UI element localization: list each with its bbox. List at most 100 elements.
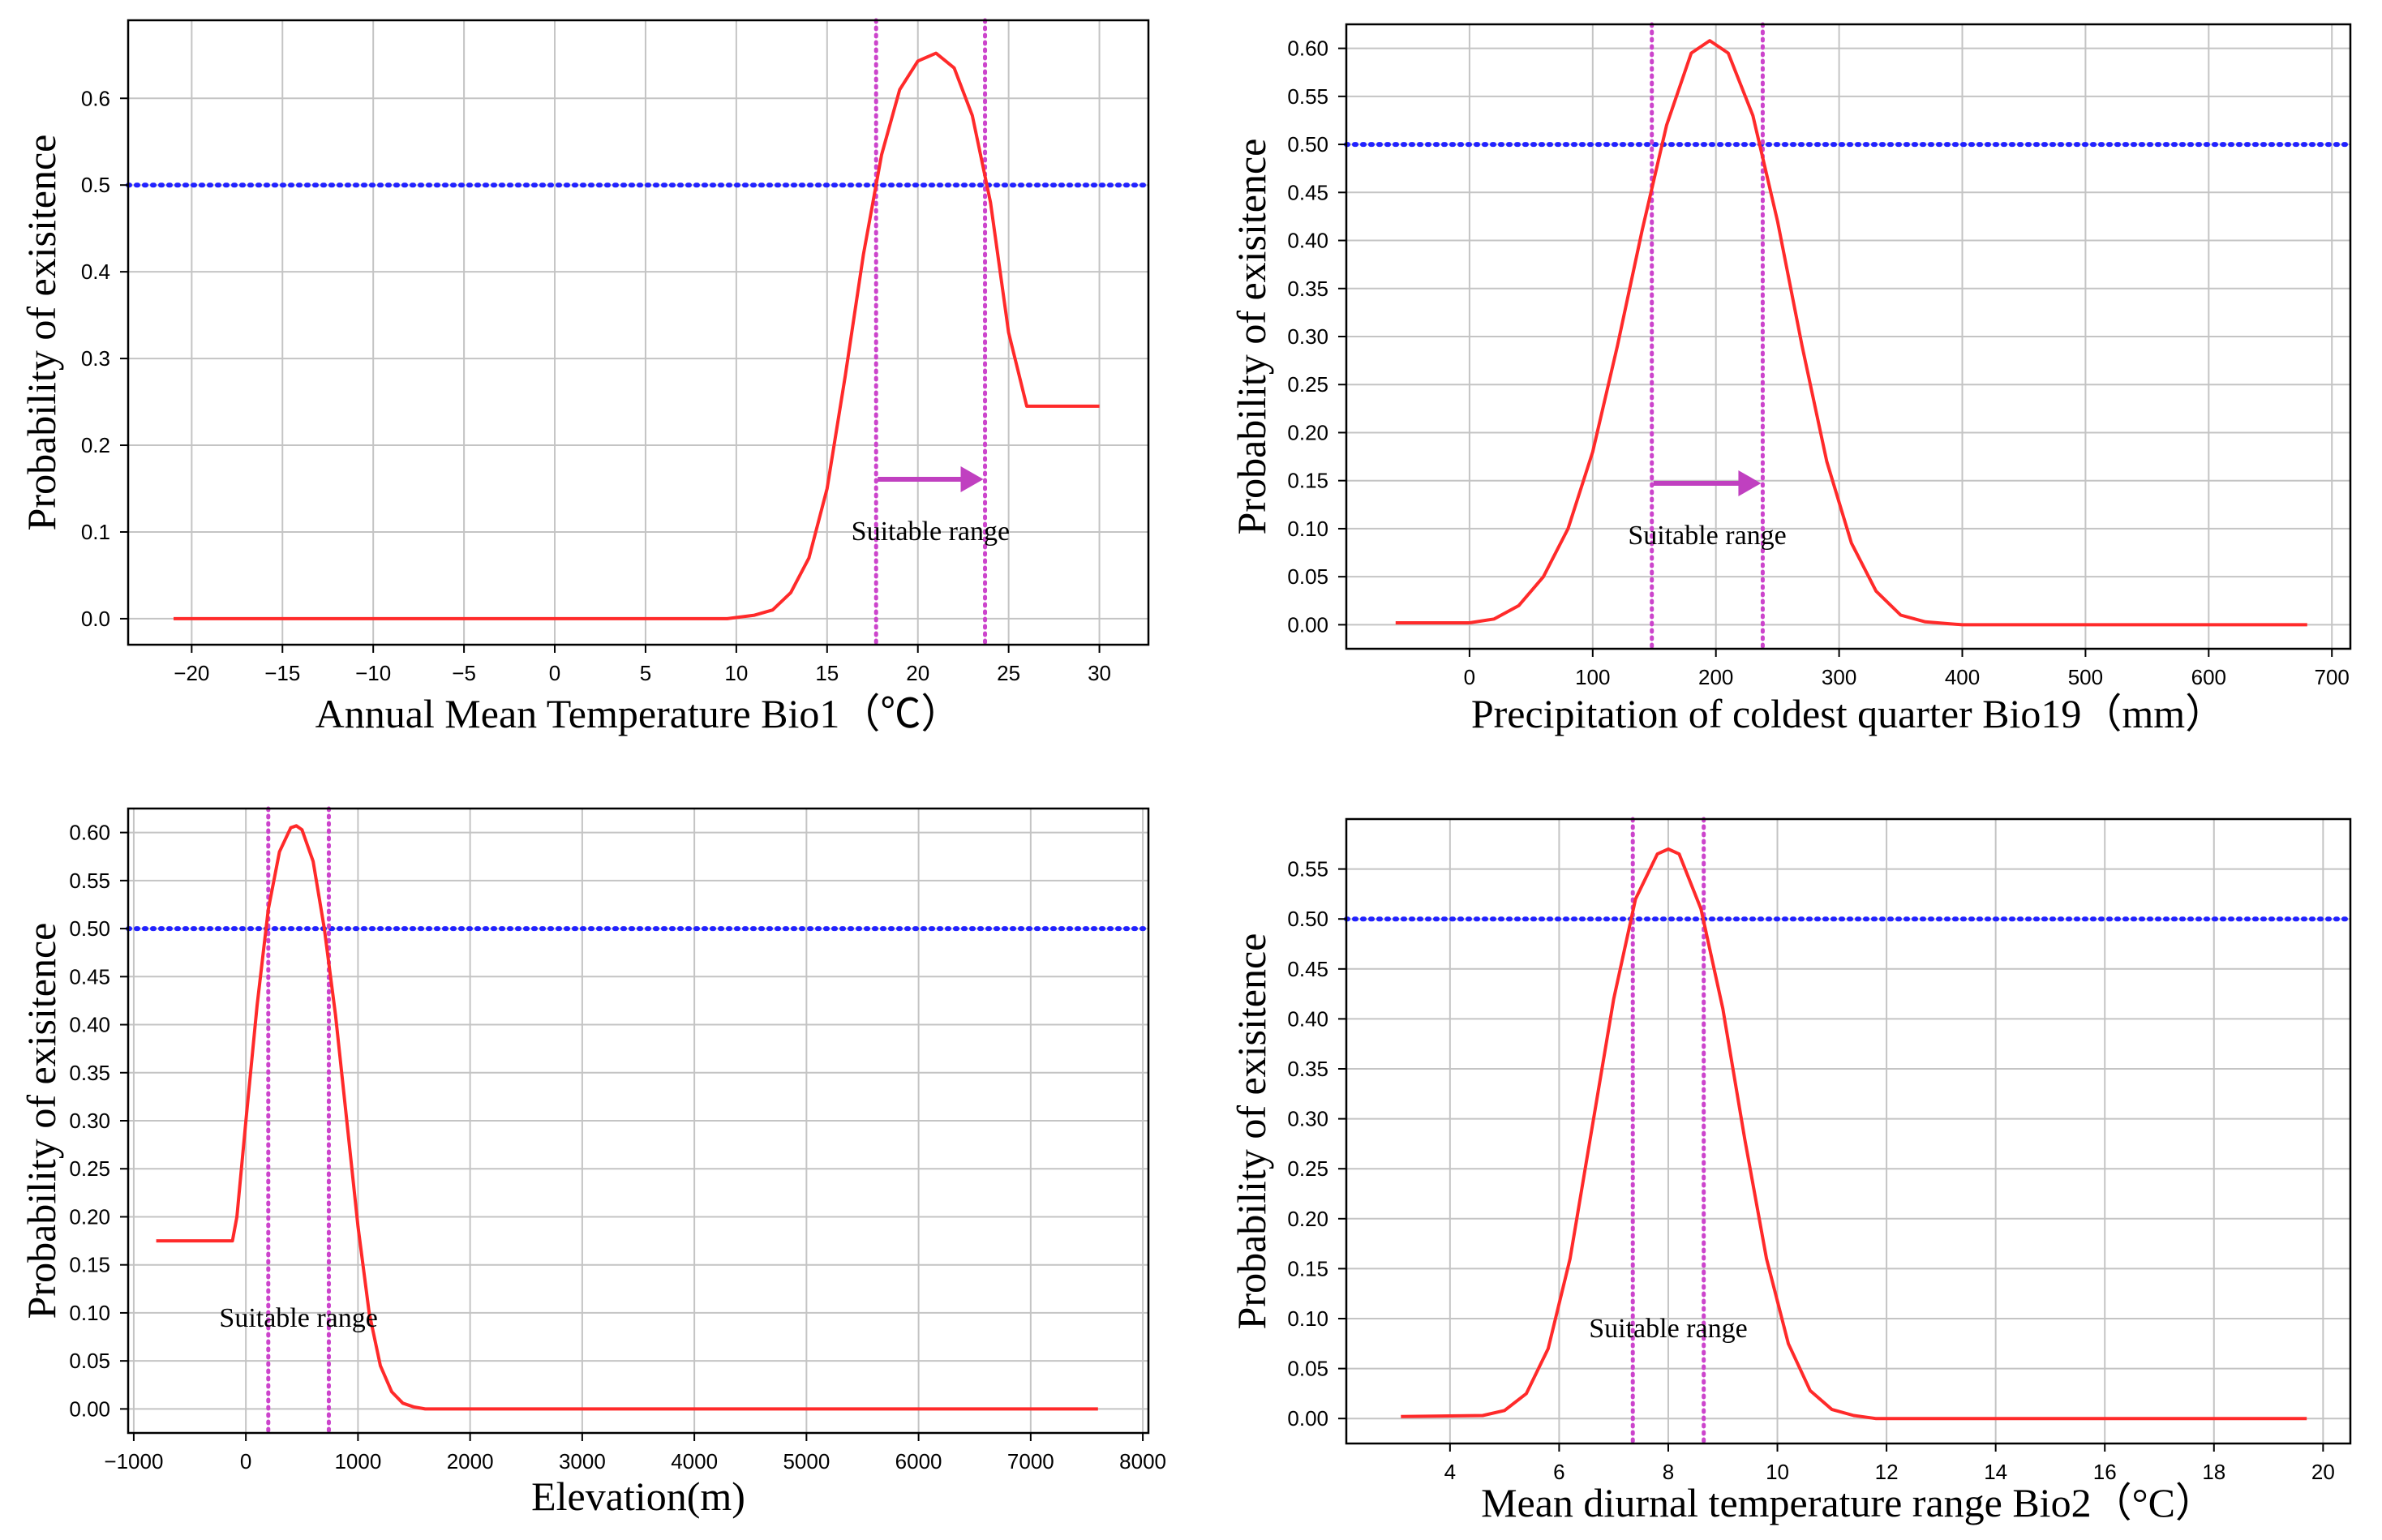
y-tick-label: 0.50 [69, 916, 110, 941]
plot-area [128, 20, 1148, 645]
x-tick-label: 400 [1945, 665, 1980, 689]
y-tick-label: 0.00 [1287, 612, 1328, 637]
y-tick-label: 0.60 [69, 821, 110, 845]
y-tick-label: 0.45 [69, 964, 110, 989]
x-tick-label: 700 [2315, 665, 2350, 689]
x-tick-label: 12 [1875, 1460, 1899, 1484]
x-tick-label: 100 [1575, 665, 1610, 689]
x-tick-label: 8000 [1119, 1449, 1166, 1474]
x-tick-label: −15 [264, 661, 300, 685]
x-tick-label: 4000 [671, 1449, 718, 1474]
suitable-range-label: Suitable range [852, 517, 1010, 547]
y-tick-label: 0.25 [1287, 1156, 1328, 1181]
x-tick-label: 10 [724, 661, 748, 685]
y-tick-label: 0.20 [69, 1204, 110, 1229]
y-tick-label: 0.30 [1287, 1107, 1328, 1131]
y-tick-label: 0.30 [69, 1109, 110, 1133]
y-tick-label: 0.60 [1287, 36, 1328, 61]
suitable-range-label: Suitable range [1589, 1314, 1747, 1344]
response-curve [156, 824, 1098, 1411]
y-tick-label: 0.55 [69, 869, 110, 893]
y-tick-label: 0.1 [81, 520, 110, 544]
x-axis-title: Annual Mean Temperature Bio1（℃） [315, 691, 962, 736]
y-tick-label: 0.20 [1287, 1207, 1328, 1231]
x-tick-label: 300 [1822, 665, 1856, 689]
y-tick-label: 0.35 [1287, 277, 1328, 301]
suitable-range-label: Suitable range [1628, 521, 1786, 551]
x-tick-label: −10 [355, 661, 391, 685]
chart-panel-elevation: Suitable range −1000 0 1000 2000 3000 4000 5000… [19, 806, 1166, 1519]
y-axis-title: Probability of exisitence [1229, 933, 1274, 1330]
y-tick-label: 0.20 [1287, 420, 1328, 444]
y-tick-label: 0.15 [1287, 469, 1328, 493]
chart-panel-bio1: Suitable range −20 −15 −10 −5 0 5 10 15 20 25 30 0.0… [19, 18, 1151, 736]
y-tick-label: 0.45 [1287, 180, 1328, 204]
y-tick-label: 0.05 [1287, 564, 1328, 589]
y-axis-title: Probability of exisitence [19, 923, 64, 1319]
plot-frame [127, 19, 1150, 646]
x-tick-label: 16 [2093, 1460, 2117, 1484]
y-tick-label: 0.00 [1287, 1406, 1328, 1431]
x-tick-label: 0 [549, 661, 560, 685]
y-tick-label: 0.05 [69, 1349, 110, 1373]
x-tick-label: 7000 [1007, 1449, 1054, 1474]
x-tick-label: −5 [452, 661, 476, 685]
response-curve [174, 51, 1100, 620]
y-tick-label: 0.10 [69, 1301, 110, 1325]
x-tick-label: 1000 [334, 1449, 381, 1474]
response-curve [1395, 39, 2307, 627]
y-tick-label: 0.45 [1287, 957, 1328, 981]
plot-frame [1345, 817, 2352, 1445]
x-tick-label: 0 [240, 1449, 251, 1474]
y-tick-label: 0.00 [69, 1396, 110, 1421]
x-tick-label: 5 [640, 661, 651, 685]
y-tick-label: 0.25 [69, 1156, 110, 1181]
y-tick-label: 0.40 [1287, 229, 1328, 253]
x-tick-label: −20 [174, 661, 209, 685]
plot-area [1346, 819, 2350, 1443]
y-tick-label: 0.55 [1287, 84, 1328, 109]
x-tick-label: 5000 [783, 1449, 830, 1474]
y-tick-label: 0.55 [1287, 857, 1328, 882]
x-tick-label: 600 [2191, 665, 2226, 689]
x-tick-label: 4 [1444, 1460, 1456, 1484]
x-tick-label: 8 [1663, 1460, 1674, 1484]
y-tick-label: 0.50 [1287, 907, 1328, 931]
x-tick-label: 30 [1088, 661, 1111, 685]
y-tick-label: 0.3 [81, 346, 110, 371]
response-curve [1401, 847, 2307, 1421]
y-tick-label: 0.15 [1287, 1256, 1328, 1280]
x-tick-label: 6000 [895, 1449, 942, 1474]
y-tick-label: 0.50 [1287, 132, 1328, 157]
y-tick-label: 0.0 [81, 607, 110, 631]
y-tick-label: 0.05 [1287, 1357, 1328, 1381]
chart-panel-bio2: Suitable range 4 6 8 10 12 14 16 18 20 0.00 0.05 0.1… [1229, 817, 2353, 1525]
y-tick-label: 0.35 [1287, 1057, 1328, 1081]
x-tick-label: 2000 [447, 1449, 494, 1474]
chart-panel-bio19: Suitable range 0 100 200 300 400 500 600 700 0.00… [1229, 22, 2353, 736]
x-tick-label: 20 [2311, 1460, 2335, 1484]
y-tick-label: 0.4 [81, 260, 110, 284]
x-tick-label: 6 [1553, 1460, 1564, 1484]
x-tick-label: 20 [906, 661, 929, 685]
y-tick-label: 0.30 [1287, 324, 1328, 349]
x-tick-label: 14 [1984, 1460, 2007, 1484]
range-arrow-head [960, 465, 984, 492]
suitable-range-label: Suitable range [219, 1303, 377, 1333]
x-axis-title: Mean diurnal temperature range Bio2（°C） [1481, 1480, 2216, 1525]
y-tick-label: 0.40 [69, 1013, 110, 1037]
y-tick-label: 0.10 [1287, 517, 1328, 541]
y-axis-title: Probability of exisitence [1229, 139, 1274, 535]
x-tick-label: 18 [2202, 1460, 2225, 1484]
x-tick-label: 15 [815, 661, 839, 685]
y-tick-label: 0.15 [69, 1253, 110, 1277]
y-tick-label: 0.40 [1287, 1006, 1328, 1031]
x-axis-title: Elevation(m) [531, 1474, 745, 1519]
x-axis-title: Precipitation of coldest quarter Bio19（m… [1471, 691, 2225, 736]
x-tick-label: 0 [1464, 665, 1475, 689]
y-tick-label: 0.35 [69, 1061, 110, 1085]
x-tick-label: 25 [997, 661, 1020, 685]
y-axis-title: Probability of exisitence [19, 135, 64, 531]
x-tick-label: 3000 [559, 1449, 606, 1474]
